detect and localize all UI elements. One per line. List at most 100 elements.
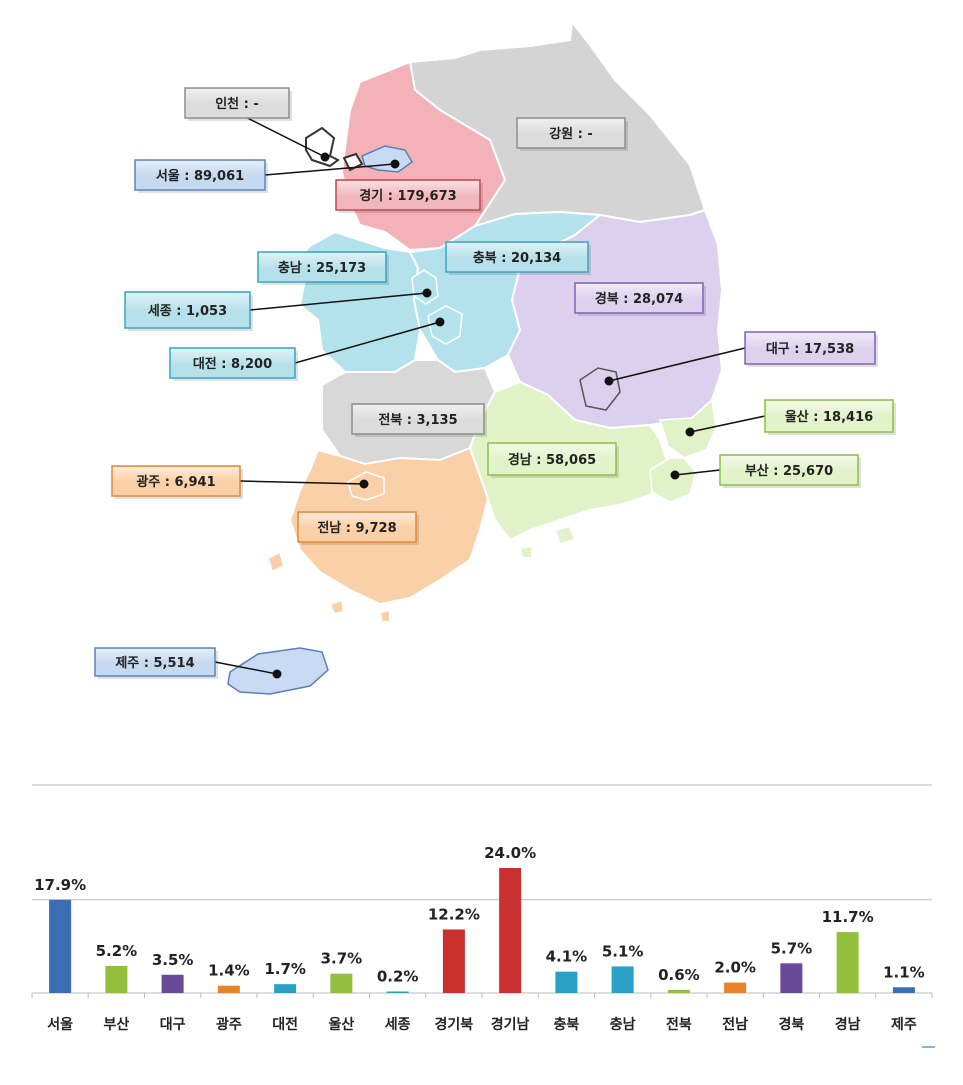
leader-dot-seoul (390, 159, 400, 169)
leader-dot-daegu (604, 376, 614, 386)
bar-value-label: 2.0% (714, 959, 756, 977)
leader-line-daegu (608, 347, 746, 382)
callout-text-gyeonggi: 경기 : 179,673 (359, 188, 456, 204)
leader-line-sejong (249, 292, 428, 311)
bar-value-label: 1.1% (883, 963, 925, 981)
callout-text-sejong: 세종 : 1,053 (148, 304, 227, 319)
callout-jeju: 제주 : 5,514 (94, 647, 218, 679)
leader-line-incheon (247, 117, 326, 158)
leader-line-jeju (214, 661, 278, 675)
callout-gloss (96, 649, 214, 663)
callout-gangwon: 강원 : - (516, 117, 628, 151)
callout-gyeonggi: 경기 : 179,673 (335, 179, 483, 213)
bar-value-label: 3.7% (321, 950, 363, 968)
region-busan (649, 457, 697, 503)
category-label: 울산 (328, 1016, 354, 1033)
callout-text-seoul: 서울 : 89,061 (156, 168, 244, 184)
bar-value-label: 0.6% (658, 966, 700, 984)
callout-chungbuk: 충북 : 20,134 (445, 241, 591, 275)
category-label: 경기남 (491, 1016, 530, 1033)
category-label: 전남 (722, 1016, 748, 1033)
callout-labels: 인천 : - 서울 : 89,061 경기 : 179,673 강원 : - 충남 : … (94, 87, 896, 679)
leader-dot-incheon (320, 152, 330, 162)
callout-gloss (447, 243, 587, 258)
callout-seoul: 서울 : 89,061 (134, 159, 268, 193)
callout-gloss (171, 349, 294, 364)
category-label: 부산 (103, 1016, 129, 1033)
bar-1 (105, 965, 128, 993)
bar-chart: 17.9% 5.2% 3.5% 1.4% 1.7% 3.7% 0.2% 12.2% 24.0% 4… (31, 844, 933, 1033)
callout-gloss (746, 333, 874, 349)
leader-line-ulsan (689, 415, 766, 433)
leader-line-seoul (264, 163, 396, 176)
callout-text-gwangju: 광주 : 6,941 (136, 475, 215, 490)
callout-text-incheon: 인천 : - (215, 96, 259, 112)
bar-value-label: 1.4% (208, 962, 250, 980)
bar-10 (611, 966, 634, 993)
category-label: 제주 (891, 1017, 917, 1033)
callout-jeonbuk: 전북 : 3,135 (351, 403, 487, 437)
bar-value-label: 17.9% (34, 876, 86, 894)
bar-9 (555, 971, 578, 993)
bar-15 (892, 987, 915, 993)
bar-value-label: 11.7% (822, 908, 874, 926)
callout-gloss (353, 405, 483, 420)
callout-gyeongnam: 경남 : 58,065 (487, 442, 619, 478)
callout-gloss (126, 293, 249, 311)
korea-region-map (227, 19, 724, 695)
bar-3 (217, 985, 240, 993)
bar-12 (724, 982, 747, 993)
callout-gloss (721, 456, 857, 471)
callout-gloss (113, 467, 239, 482)
category-label: 광주 (216, 1016, 242, 1033)
bar-value-label: 3.5% (152, 951, 194, 969)
callout-gloss (186, 89, 288, 104)
callout-busan: 부산 : 25,670 (719, 454, 861, 488)
callout-chungnam: 충남 : 25,173 (257, 251, 389, 285)
callout-daejeon: 대전 : 8,200 (169, 347, 298, 381)
bar-2 (161, 974, 184, 993)
callout-text-jeonnam: 전남 : 9,728 (317, 520, 396, 536)
callout-text-daejeon: 대전 : 8,200 (193, 356, 272, 372)
leader-dot-jeju (272, 669, 282, 679)
leader-dot-gwangju (359, 479, 369, 489)
leader-line-daejeon (294, 321, 441, 364)
callout-text-daegu: 대구 : 17,538 (766, 342, 854, 357)
callout-gloss (299, 513, 415, 528)
leader-line-gwangju (239, 480, 365, 485)
callout-gloss (489, 444, 615, 460)
bar-value-label: 0.2% (377, 968, 419, 986)
callout-gloss (136, 161, 264, 176)
callout-gloss (259, 253, 385, 268)
leader-line-busan (674, 469, 721, 476)
callout-text-gangwon: 강원 : - (549, 126, 593, 142)
callout-jeonnam: 전남 : 9,728 (297, 511, 419, 545)
bar-13 (780, 963, 803, 993)
bar-4 (274, 984, 297, 993)
leader-dot-busan (670, 470, 680, 480)
category-label: 서울 (47, 1016, 73, 1033)
category-label: 전북 (666, 1016, 692, 1033)
callout-gloss (766, 401, 892, 417)
category-label: 대구 (160, 1017, 186, 1033)
callout-text-jeonbuk: 전북 : 3,135 (378, 412, 457, 428)
bar-11 (667, 989, 690, 993)
callout-text-chungbuk: 충북 : 20,134 (473, 250, 561, 266)
callout-text-gyeongnam: 경남 : 58,065 (508, 452, 596, 468)
category-label: 세종 (385, 1017, 411, 1033)
callout-text-busan: 부산 : 25,670 (745, 463, 833, 479)
callout-gyeongbuk: 경북 : 28,074 (574, 282, 706, 316)
bar-value-label: 4.1% (546, 948, 588, 966)
bar-value-label: 24.0% (484, 844, 536, 862)
bar-5 (330, 973, 353, 993)
leader-dot-ulsan (685, 427, 695, 437)
category-label: 대전 (272, 1016, 298, 1033)
callout-gwangju: 광주 : 6,941 (111, 465, 243, 499)
bar-7 (442, 929, 465, 993)
bar-value-label: 5.1% (602, 942, 644, 960)
region-sejong (411, 269, 439, 305)
bar-0 (49, 899, 72, 993)
callout-gloss (576, 284, 702, 299)
callout-ulsan: 울산 : 18,416 (764, 399, 896, 435)
